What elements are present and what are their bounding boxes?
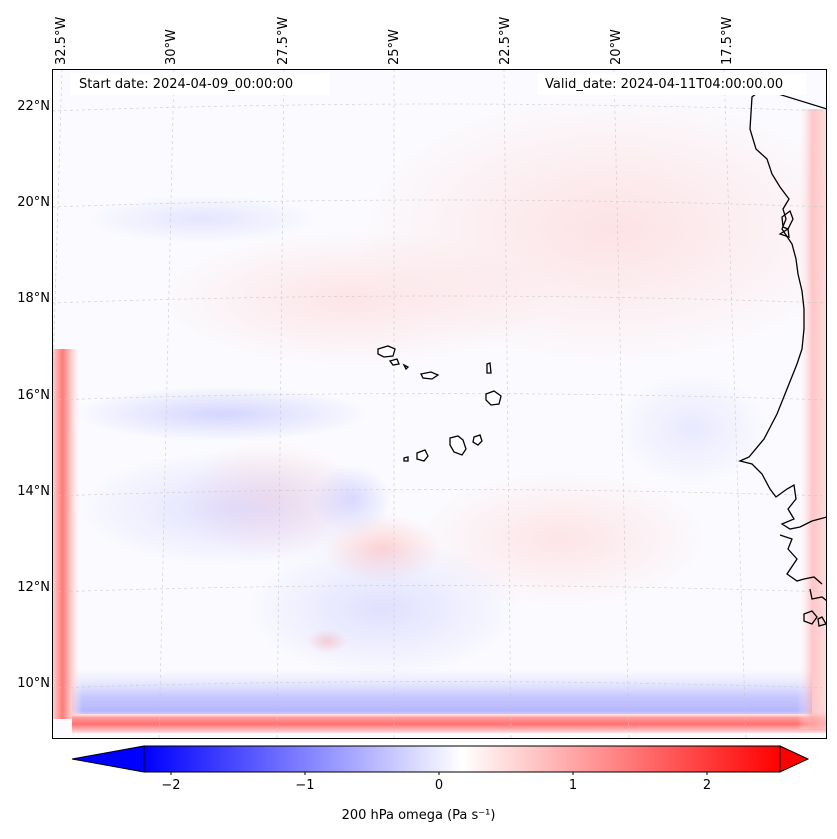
- colorbar-tick-label: 0: [434, 778, 444, 793]
- colorbar-label: 200 hPa omega (Pa s⁻¹): [341, 808, 496, 823]
- latitude-label: 22°N: [17, 99, 50, 114]
- colorbar-gradient: [143, 745, 781, 773]
- longitude-label: 22.5°W: [498, 16, 513, 65]
- coastline: [738, 88, 827, 627]
- latitude-label: 18°N: [17, 291, 50, 306]
- colorbar-tick-label: −1: [295, 778, 315, 793]
- omega-negative-region: [242, 539, 522, 679]
- colorbar-tick-label: 2: [702, 778, 712, 793]
- graticule: [52, 69, 827, 739]
- colorbar-tick-label: −2: [161, 778, 181, 793]
- longitude-label: 20°W: [609, 29, 624, 65]
- cape-verde-islands: [377, 345, 502, 462]
- colorbar-extend-min: [71, 745, 145, 773]
- latitude-label: 20°N: [17, 195, 50, 210]
- latitude-label: 10°N: [17, 676, 50, 691]
- longitude-label: 32.5°W: [54, 16, 69, 65]
- latitude-label: 16°N: [17, 388, 50, 403]
- latitude-label: 14°N: [17, 484, 50, 499]
- map-svg: [52, 69, 827, 739]
- omega-south-boundary: [72, 711, 827, 733]
- longitude-label: 30°W: [164, 29, 179, 65]
- valid-date-label: Valid_date: 2024-04-11T04:00:00.00: [545, 77, 784, 92]
- omega-negative-region: [72, 386, 372, 442]
- omega-positive-region: [152, 229, 552, 369]
- valid-date-box: [538, 73, 806, 95]
- latitude-label: 12°N: [17, 580, 50, 595]
- colorbar-tick-label: 1: [568, 778, 578, 793]
- colorbar: [71, 745, 810, 775]
- colorbar-ticks: [170, 772, 708, 775]
- omega-east-boundary: [797, 109, 827, 729]
- longitude-label: 25°W: [387, 29, 402, 65]
- longitude-label: 17.5°W: [720, 16, 735, 65]
- map-panel: Start date: 2024-04-09_00:00:00 Valid_da…: [52, 69, 827, 739]
- omega-west-boundary: [52, 349, 82, 719]
- omega-negative-band: [72, 669, 812, 714]
- omega-negative-region: [82, 194, 322, 244]
- start-date-box: [70, 73, 330, 95]
- start-date-label: Start date: 2024-04-09_00:00:00: [79, 77, 294, 92]
- longitude-label: 27.5°W: [276, 16, 291, 65]
- omega-negative-region: [72, 449, 392, 569]
- omega-negative-region: [312, 464, 392, 534]
- colorbar-extend-max: [779, 745, 810, 773]
- omega-negative-region: [612, 369, 772, 489]
